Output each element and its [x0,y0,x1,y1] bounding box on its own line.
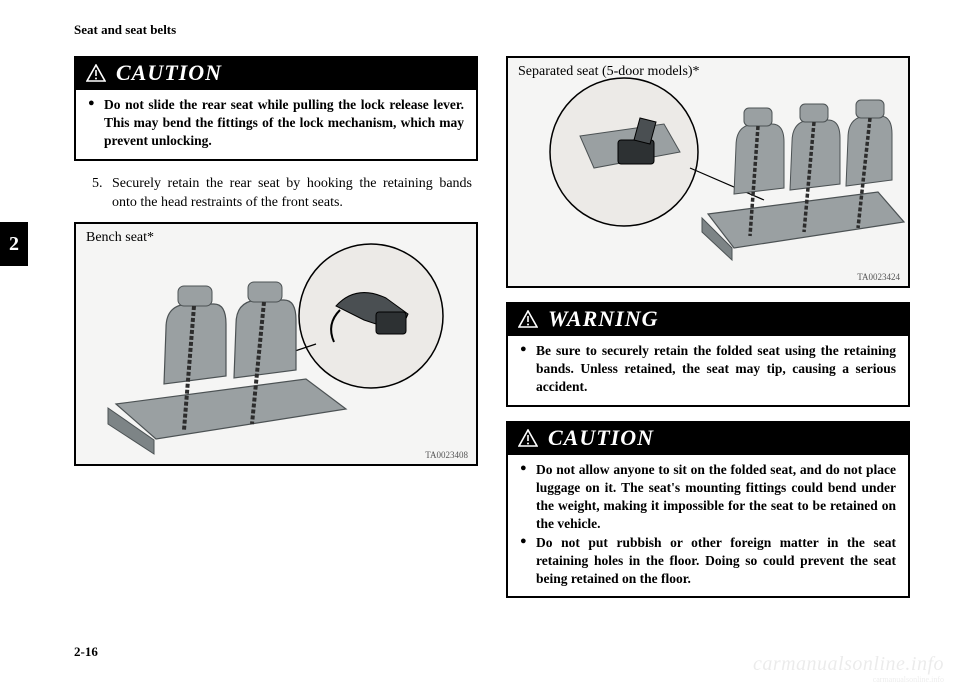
figure-code: TA0023424 [857,272,900,282]
right-column: Separated seat (5-door models)* [506,56,910,612]
warning-icon [518,310,538,328]
caution-item: Do not put rubbish or other foreign matt… [520,534,896,589]
separated-seat-illustration [508,58,908,288]
warning-header: WARNING [508,304,908,336]
figure-bench-seat: Bench seat* [74,222,478,466]
warning-item: Be sure to securely retain the folded se… [520,342,896,397]
manual-page: Seat and seat belts 2 CAUTION [0,0,960,686]
caution-item: Do not slide the rear seat while pulling… [88,96,464,151]
figure-separated-seat: Separated seat (5-door models)* [506,56,910,288]
warning-title: WARNING [548,306,659,332]
caution-item: Do not allow anyone to sit on the folded… [520,461,896,534]
page-number: 2-16 [74,644,98,660]
caution-icon [518,429,538,447]
step-number: 5. [92,175,112,213]
warning-box: WARNING Be sure to securely retain the f… [506,302,910,407]
bench-seat-illustration [76,224,476,466]
left-column: CAUTION Do not slide the rear seat while… [74,56,478,612]
caution-header: CAUTION [76,58,476,90]
caution-box-1: CAUTION Do not slide the rear seat while… [74,56,478,161]
caution-body: Do not slide the rear seat while pulling… [76,90,476,159]
figure-caption: Separated seat (5-door models)* [518,64,700,80]
caution-box-2: CAUTION Do not allow anyone to sit on th… [506,421,910,599]
warning-body: Be sure to securely retain the folded se… [508,336,908,405]
step-text: Securely retain the rear seat by hooking… [112,175,472,213]
caution-header: CAUTION [508,423,908,455]
figure-code: TA0023408 [425,450,468,460]
step-5: 5. Securely retain the rear seat by hook… [92,175,472,213]
watermark-url: carmanualsonline.info [873,675,944,684]
caution-body: Do not allow anyone to sit on the folded… [508,455,908,597]
figure-caption: Bench seat* [86,230,154,246]
running-header: Seat and seat belts [74,22,910,38]
two-column-layout: CAUTION Do not slide the rear seat while… [74,56,910,612]
caution-title: CAUTION [116,60,222,86]
watermark-brand: carmanualsonline.info [753,653,944,676]
caution-icon [86,64,106,82]
chapter-tab: 2 [0,222,28,266]
caution-title: CAUTION [548,425,654,451]
